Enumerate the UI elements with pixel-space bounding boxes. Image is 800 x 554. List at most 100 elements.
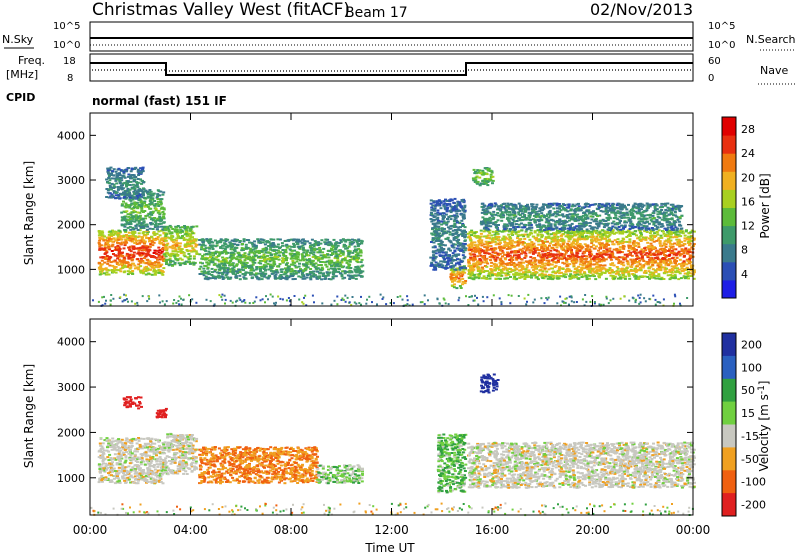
power-cell-6 (442, 257, 446, 260)
power-cell-4 (238, 271, 242, 274)
power-cell-6 (461, 232, 465, 235)
power-cell-2 (118, 174, 122, 176)
power-cell-6 (451, 229, 455, 232)
power-cell-7 (595, 235, 599, 238)
power-cell-7 (549, 249, 553, 252)
power-cell-4 (334, 270, 338, 273)
power-cell-7 (683, 239, 687, 242)
power-cell-7 (590, 267, 594, 270)
power-cell-7 (531, 252, 535, 255)
power-cell-4 (339, 239, 343, 242)
power-cell-7 (690, 246, 694, 249)
power-cell-4 (351, 277, 355, 280)
power-cell-4 (328, 271, 332, 274)
nave-tick-bottom: 0 (708, 73, 714, 84)
power-cell-4 (208, 251, 212, 254)
power-cell-7 (631, 241, 635, 244)
power-cell-0 (139, 239, 143, 242)
power-cell-7 (672, 275, 676, 278)
power-cell-0 (109, 256, 113, 259)
power-cell-4 (350, 275, 354, 278)
power-cell-7 (597, 275, 601, 278)
power-cell-4 (272, 260, 276, 263)
power-cell-2 (138, 194, 142, 197)
power-cell-4 (293, 278, 297, 280)
power-cell-5 (461, 283, 465, 286)
power-cell-1 (130, 194, 134, 197)
power-cell-7 (595, 266, 599, 268)
power-cell-7 (585, 255, 589, 258)
power-cell-5 (459, 287, 463, 289)
power-cell-6 (454, 255, 458, 258)
power-cell-4 (232, 253, 236, 255)
power-cell-0 (139, 257, 143, 260)
power-cell-2 (139, 178, 142, 181)
power-cell-7 (670, 249, 674, 252)
power-cell-6 (436, 216, 440, 219)
power-cell-7 (644, 249, 648, 252)
power-cell-6 (463, 255, 467, 258)
power-cell-4 (301, 246, 305, 249)
power-cell-7 (533, 267, 537, 270)
power-cell-0 (157, 261, 161, 264)
power-cell-5 (455, 276, 459, 279)
power-cell-0 (117, 269, 121, 272)
power-cell-7 (508, 263, 512, 266)
power-cell-7 (669, 239, 673, 242)
power-cell-6 (452, 226, 456, 228)
power-cell-4 (360, 242, 364, 245)
power-cell-3 (168, 232, 172, 235)
power-cell-3 (177, 262, 181, 265)
power-cell-4 (294, 266, 298, 269)
power-cell-2 (130, 187, 134, 190)
power-cell-6 (450, 206, 454, 208)
power-cell-7 (583, 272, 587, 275)
power-cell-3 (168, 257, 172, 260)
power-cell-6 (451, 252, 455, 255)
power-cell-7 (494, 236, 498, 239)
power-cell-4 (242, 276, 246, 279)
nsky-label: N.Sky (2, 33, 34, 46)
power-cell-6 (458, 203, 462, 206)
power-cell-7 (493, 247, 497, 250)
power-cell-7 (621, 242, 625, 245)
power-cell-6 (456, 240, 460, 243)
power-cell-4 (264, 258, 268, 261)
power-cell-1 (123, 225, 127, 228)
power-cell-4 (338, 242, 342, 244)
power-cell-0 (129, 266, 133, 269)
power-cell-1 (159, 190, 163, 193)
power-cell-2 (110, 172, 113, 175)
power-cell-1 (143, 200, 147, 203)
power-cell-7 (540, 275, 544, 278)
power-cell-0 (129, 239, 133, 242)
power-cell-7 (589, 232, 592, 235)
power-cell-6 (461, 209, 465, 212)
power-cell-2 (128, 196, 132, 199)
power-cell-3 (182, 237, 186, 239)
power-cell-7 (514, 251, 518, 254)
power-cell-7 (658, 240, 662, 243)
power-cell-6 (452, 237, 456, 239)
power-cell-4 (311, 256, 315, 258)
power-cell-7 (571, 253, 575, 256)
power-cell-4 (239, 256, 243, 259)
power-cell-7 (683, 272, 687, 275)
power-cell-4 (301, 263, 305, 266)
power-cell-7 (681, 267, 685, 270)
power-cell-4 (305, 253, 308, 256)
power-cell-7 (594, 278, 598, 281)
power-cell-7 (647, 248, 651, 250)
power-cell-0 (130, 259, 134, 262)
power-cell-7 (489, 259, 493, 262)
power-cell-4 (317, 264, 321, 267)
power-cell-4 (234, 273, 238, 276)
power-cell-7 (670, 268, 674, 270)
power-cell-4 (322, 247, 326, 250)
power-cell-6 (432, 241, 436, 244)
power-cell-2 (121, 174, 125, 177)
power-cell-7 (612, 264, 616, 267)
power-cell-7 (620, 239, 624, 242)
power-cell-4 (231, 251, 235, 254)
power-cell-7 (657, 251, 661, 254)
